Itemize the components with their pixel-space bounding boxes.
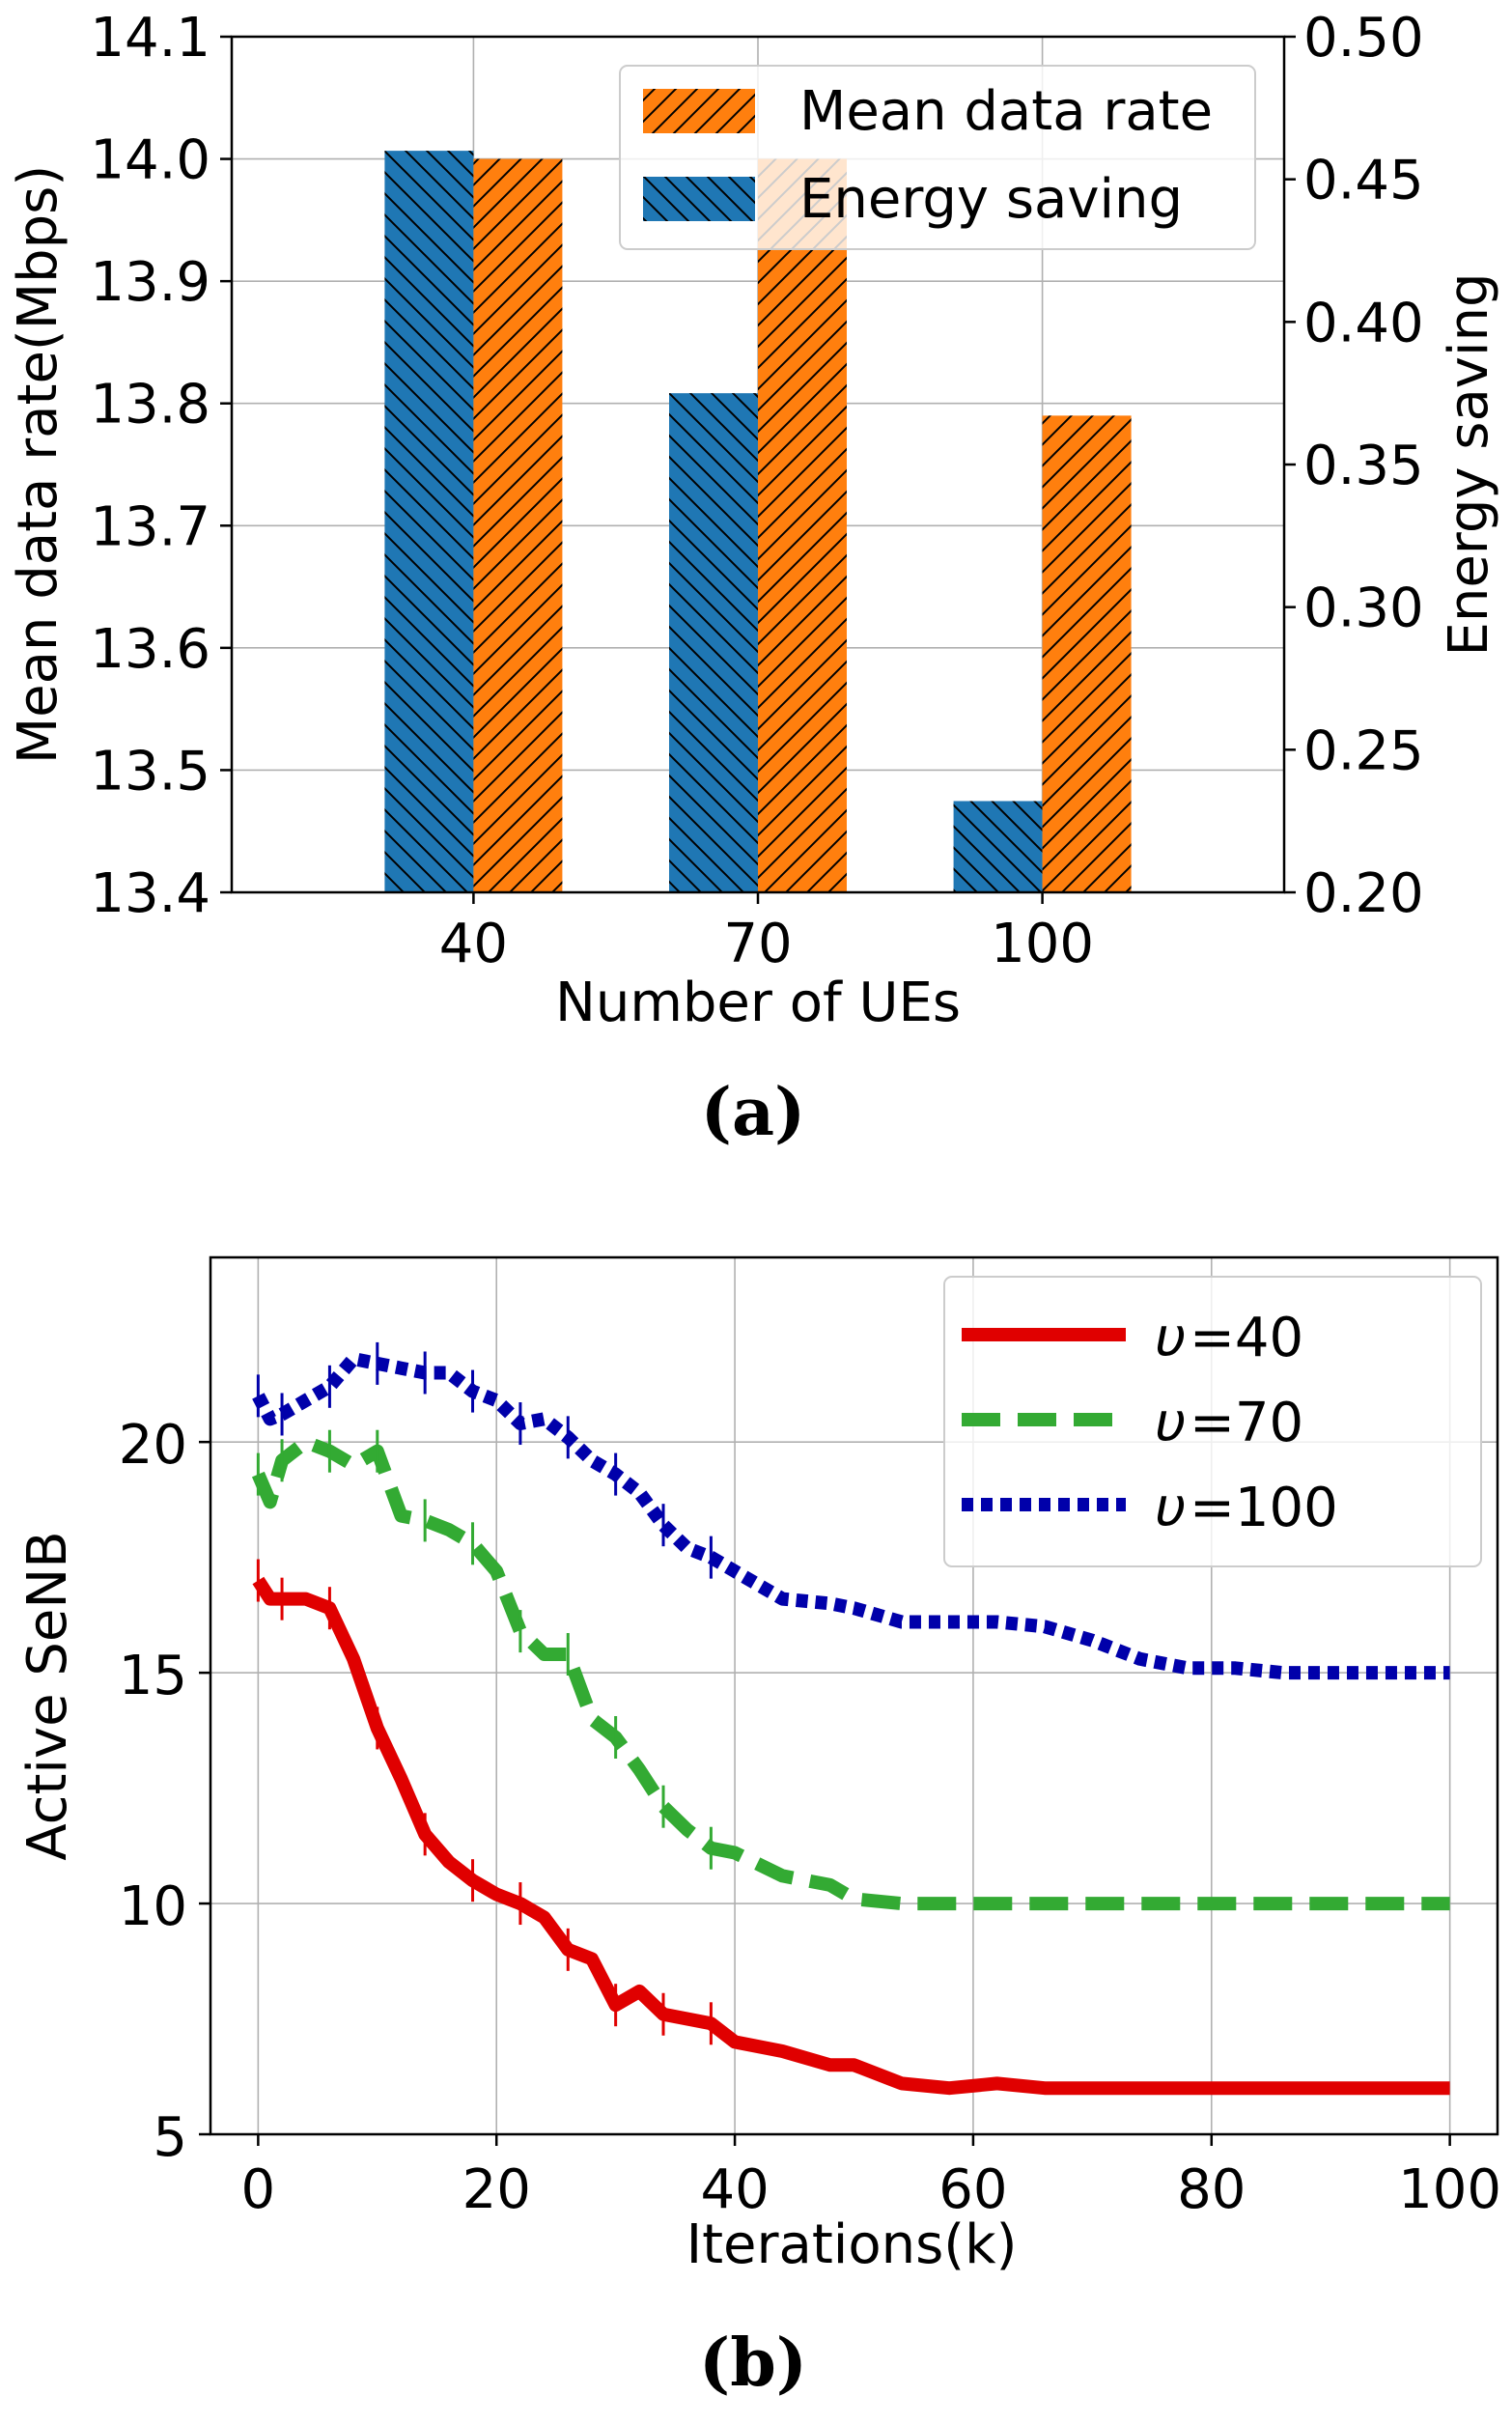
chart-a-ytick-label: 13.5 bbox=[90, 740, 210, 803]
legend-symbol-v40: υ bbox=[1155, 1307, 1186, 1369]
chart-b-xtick-label: 40 bbox=[700, 2158, 769, 2221]
chart-a-ytick-right-label: 0.40 bbox=[1303, 292, 1424, 354]
chart-a-ytick-label: 13.7 bbox=[90, 495, 210, 558]
chart-a-caption: (a) bbox=[701, 1074, 805, 1151]
legend-symbol-v70: υ bbox=[1155, 1392, 1186, 1454]
chart-b-legend-box bbox=[943, 1276, 1482, 1567]
chart-b-lines bbox=[251, 1341, 1450, 2096]
chart-b-ytick-label: 20 bbox=[119, 1414, 187, 1477]
chart-b-ytick-label: 5 bbox=[153, 2106, 187, 2169]
series-line-v40 bbox=[252, 1576, 1450, 2096]
chart-a-xlabel: Number of UEs bbox=[555, 972, 961, 1034]
chart-b-ylabel: Active SeNB bbox=[16, 1531, 79, 1860]
chart-a-ytick-label: 14.1 bbox=[90, 7, 210, 70]
chart-b-xtick-label: 20 bbox=[462, 2158, 531, 2221]
chart-a-ytick-label: 13.6 bbox=[90, 618, 210, 681]
chart-a-xtick-label: 40 bbox=[439, 913, 508, 975]
chart-a-ytick-right-label: 0.35 bbox=[1303, 435, 1424, 497]
chart-a-ticks: 13.4 13.5 13.6 13.7 13.8 13.9 14.0 14.1 0.20 0.25… bbox=[90, 7, 1423, 975]
bar-mean-data-rate-hatch bbox=[758, 158, 847, 893]
chart-b-ytick-label: 10 bbox=[119, 1875, 187, 1938]
legend-label-v40: =40 bbox=[1190, 1307, 1303, 1369]
chart-a-ylabel: Mean data rate(Mbps) bbox=[7, 165, 70, 764]
legend-label-energy-saving: Energy saving bbox=[799, 168, 1183, 231]
chart-a: 13.4 13.5 13.6 13.7 13.8 13.9 14.0 14.1 0.20 0.25… bbox=[7, 7, 1500, 1151]
legend-swatch-mean-data-rate-hatch bbox=[643, 89, 755, 133]
legend-label-mean-data-rate: Mean data rate bbox=[799, 80, 1213, 143]
bar-energy-saving-hatch bbox=[384, 151, 474, 893]
chart-b-ytick-label: 15 bbox=[119, 1645, 187, 1707]
chart-a-ylabel-right: Energy saving bbox=[1438, 272, 1500, 656]
bar-energy-saving-hatch bbox=[953, 801, 1043, 892]
chart-a-xtick-label: 100 bbox=[991, 913, 1094, 975]
chart-b-xlabel: Iterations(k) bbox=[686, 2213, 1018, 2276]
legend-label-v100: =100 bbox=[1190, 1477, 1338, 1539]
bar-energy-saving-hatch bbox=[669, 393, 758, 893]
chart-a-ytick-label: 13.8 bbox=[90, 374, 210, 437]
chart-b-caption: (b) bbox=[699, 2325, 807, 2402]
chart-a-ytick-right-label: 0.50 bbox=[1303, 7, 1424, 70]
chart-a-ytick-right-label: 0.45 bbox=[1303, 150, 1424, 212]
chart-b-plot-frame bbox=[209, 1255, 1499, 2136]
chart-a-ytick-label: 14.0 bbox=[90, 129, 210, 192]
bar-mean-data-rate-hatch bbox=[473, 158, 563, 893]
chart-b: 0 20 40 60 80 100 5 10 15 20 Active SeNB Iteratio… bbox=[16, 1255, 1501, 2402]
legend-symbol-v100: υ bbox=[1155, 1477, 1186, 1539]
chart-b-legend: υ =40 υ =70 υ =100 bbox=[943, 1276, 1482, 1567]
chart-a-ytick-right-label: 0.30 bbox=[1303, 578, 1424, 640]
legend-swatch-energy-saving-hatch bbox=[643, 177, 755, 221]
chart-b-xtick-label: 0 bbox=[241, 2158, 276, 2221]
chart-a-ytick-right-label: 0.20 bbox=[1303, 862, 1424, 925]
chart-b-xtick-label: 100 bbox=[1398, 2158, 1501, 2221]
chart-b-ticks: 0 20 40 60 80 100 5 10 15 20 bbox=[119, 1414, 1501, 2221]
chart-a-ytick-label: 13.4 bbox=[90, 862, 210, 925]
legend-label-v70: =70 bbox=[1190, 1392, 1303, 1454]
chart-a-ytick-label: 13.9 bbox=[90, 251, 210, 314]
bar-mean-data-rate-hatch bbox=[1042, 415, 1132, 892]
chart-a-bars bbox=[384, 151, 1132, 893]
chart-b-xtick-label: 80 bbox=[1177, 2158, 1246, 2221]
chart-a-xtick-label: 70 bbox=[723, 913, 792, 975]
chart-a-legend-box bbox=[619, 65, 1256, 250]
chart-a-ytick-right-label: 0.25 bbox=[1303, 719, 1424, 782]
chart-b-xtick-label: 60 bbox=[938, 2158, 1007, 2221]
chart-a-legend: Mean data rate Energy saving bbox=[619, 65, 1256, 250]
